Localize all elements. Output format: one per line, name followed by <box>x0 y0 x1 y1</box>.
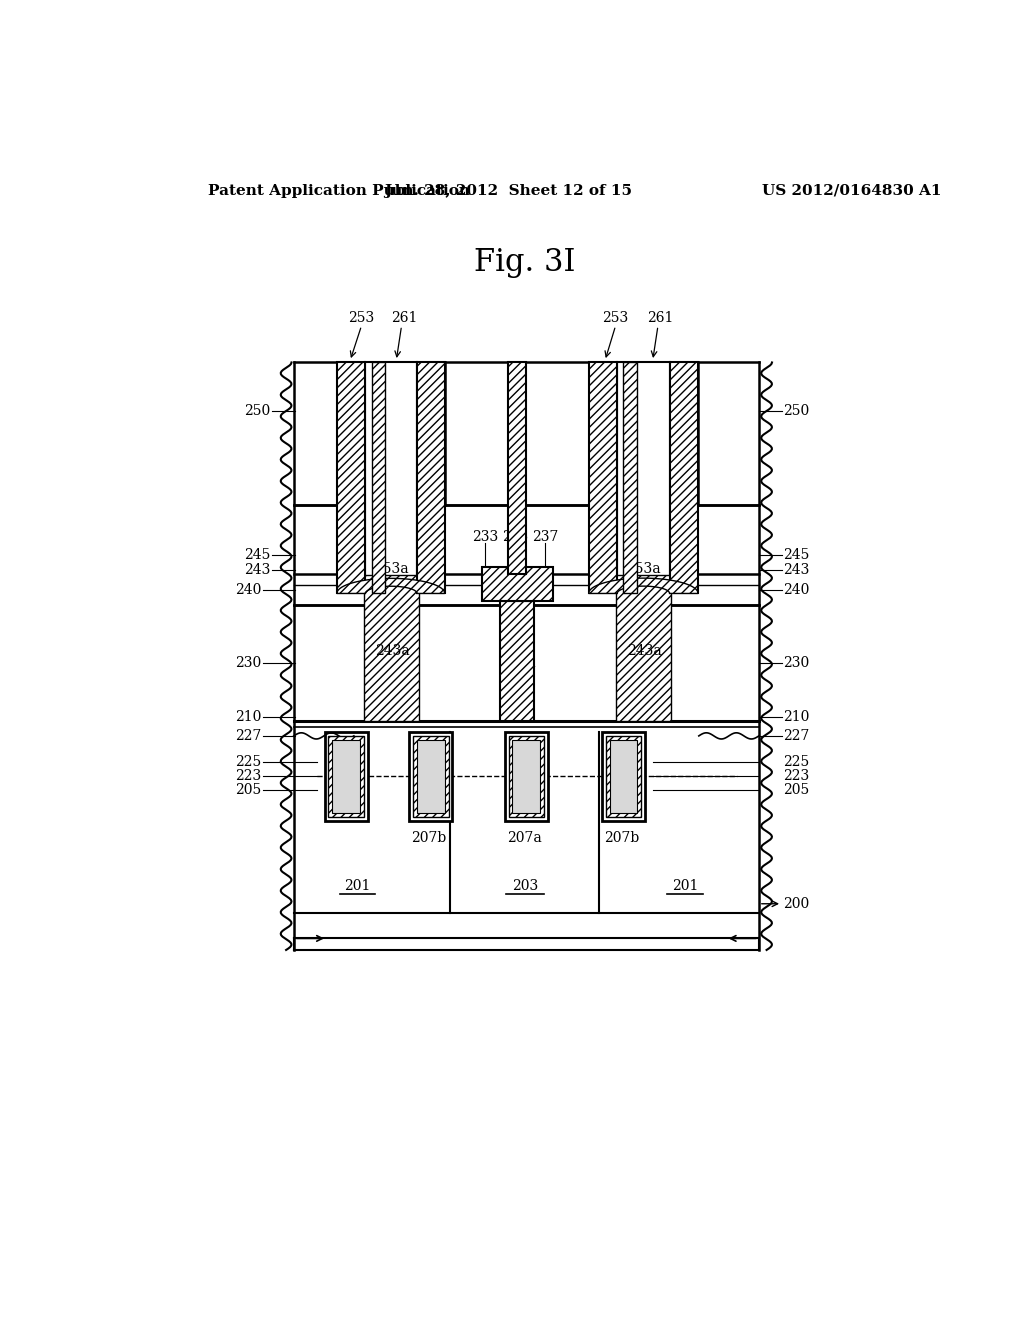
Bar <box>417 739 444 813</box>
Text: 250: 250 <box>783 404 810 417</box>
Bar <box>609 739 637 813</box>
Bar <box>617 363 670 594</box>
Text: 240: 240 <box>783 582 810 597</box>
Bar <box>508 363 526 574</box>
Bar <box>509 737 544 817</box>
Bar <box>670 363 698 594</box>
Text: 225: 225 <box>236 755 261 770</box>
Polygon shape <box>589 578 698 594</box>
Bar <box>364 576 419 721</box>
Text: 253a: 253a <box>626 562 660 576</box>
Text: 207b: 207b <box>604 830 639 845</box>
Bar <box>512 739 541 813</box>
Bar <box>481 566 553 601</box>
Text: 230: 230 <box>783 656 810 669</box>
Text: 205: 205 <box>783 783 810 797</box>
Text: 210: 210 <box>236 710 261 723</box>
Text: 240: 240 <box>236 582 261 597</box>
Text: 225: 225 <box>783 755 810 770</box>
Text: 227: 227 <box>236 729 261 743</box>
Text: US 2012/0164830 A1: US 2012/0164830 A1 <box>762 183 941 198</box>
Text: 243a: 243a <box>376 644 411 659</box>
Text: 201: 201 <box>344 879 371 894</box>
Text: 261: 261 <box>647 310 674 325</box>
Text: 235: 235 <box>503 531 528 544</box>
Text: 200: 200 <box>783 896 810 911</box>
Text: 207b: 207b <box>411 830 446 845</box>
Text: 233: 233 <box>472 531 498 544</box>
Bar <box>366 363 417 594</box>
Bar <box>413 737 449 817</box>
Text: 230: 230 <box>236 656 261 669</box>
Text: 253a: 253a <box>374 562 409 576</box>
Bar <box>605 737 641 817</box>
Text: 243a: 243a <box>628 644 663 659</box>
Bar <box>417 363 444 594</box>
Text: 245: 245 <box>245 548 270 562</box>
Bar <box>602 733 645 821</box>
Text: 201: 201 <box>672 879 698 894</box>
Text: 253: 253 <box>602 310 629 325</box>
Bar <box>589 363 617 594</box>
Bar <box>372 363 385 594</box>
Text: 243: 243 <box>783 564 810 577</box>
Text: 243: 243 <box>245 564 270 577</box>
Text: 210: 210 <box>783 710 810 723</box>
Bar <box>698 363 759 506</box>
Text: 253: 253 <box>348 310 375 325</box>
Bar <box>294 363 337 506</box>
Text: 233a: 233a <box>502 656 536 669</box>
Text: Patent Application Publication: Patent Application Publication <box>208 183 470 198</box>
Text: 207a: 207a <box>508 830 542 845</box>
Text: Fig. 3I: Fig. 3I <box>474 247 575 277</box>
Text: 237: 237 <box>531 531 558 544</box>
Text: Jun. 28, 2012  Sheet 12 of 15: Jun. 28, 2012 Sheet 12 of 15 <box>384 183 632 198</box>
Bar <box>325 733 368 821</box>
Text: 227: 227 <box>783 729 810 743</box>
Text: 245: 245 <box>783 548 810 562</box>
Bar <box>624 363 637 594</box>
Bar <box>500 601 535 721</box>
Text: 250: 250 <box>245 404 270 417</box>
Text: 261: 261 <box>391 310 417 325</box>
Text: 205: 205 <box>236 783 261 797</box>
Bar <box>505 733 548 821</box>
Bar <box>333 739 360 813</box>
Polygon shape <box>337 578 444 594</box>
Bar <box>410 733 453 821</box>
Text: 203: 203 <box>512 879 538 894</box>
Text: 223: 223 <box>783 770 810 783</box>
Bar <box>615 576 671 721</box>
Text: 223: 223 <box>236 770 261 783</box>
Bar <box>337 363 366 594</box>
Bar <box>444 363 589 506</box>
Bar <box>329 737 364 817</box>
